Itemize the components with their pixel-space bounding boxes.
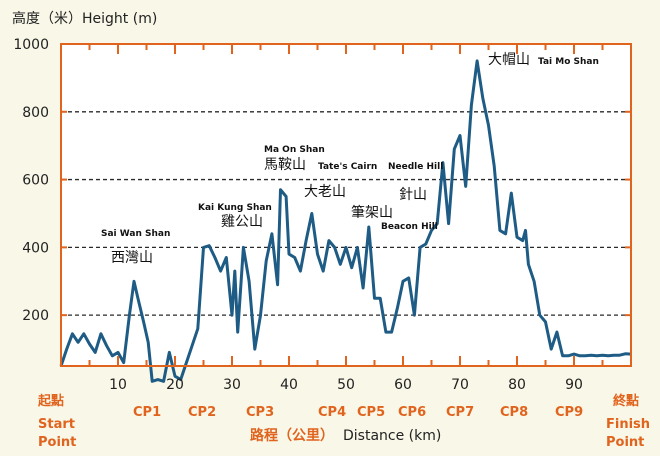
cp6-label: CP6 [398,405,426,420]
cp8-label: CP8 [500,405,528,420]
y-tick-label-800: 800 [22,105,49,121]
peak-kai-kung-shan-en: Kai Kung Shan [198,203,272,213]
cp1-label: CP1 [133,405,161,420]
y-axis-title: 高度（米）Height (m) [12,10,157,27]
x-tick-label-30: 30 [223,377,241,393]
elevation-line [59,59,632,383]
peak-sai-wan-shan-zh: 西灣山 [111,250,153,266]
y-tick-labels: 200 400 600 800 1000 [13,37,49,324]
peak-sai-wan-shan-en: Sai Wan Shan [101,229,170,239]
start-label-zh: 起點 [37,393,64,409]
peak-kai-kung-shan-zh: 雞公山 [221,214,263,230]
x-tick-labels: 10 20 30 40 50 60 70 80 90 [109,377,583,393]
y-tick-label-600: 600 [22,173,49,189]
finish-label-zh: 終點 [613,393,639,409]
y-tick-label-1000: 1000 [13,37,49,53]
peak-tai-mo-shan-zh: 大帽山 [488,52,530,68]
finish-label-en-2: Point [606,435,644,450]
start-label-en-1: Start [38,417,75,432]
peak-ma-on-shan-en: Ma On Shan [264,145,325,155]
cp9-label: CP9 [555,405,583,420]
peak-tai-mo-shan-en: Tai Mo Shan [538,57,599,67]
x-tick-label-80: 80 [508,377,526,393]
plot-area [61,44,631,366]
y-tick-label-400: 400 [22,240,49,256]
cp4-label: CP4 [318,405,346,420]
cp7-label: CP7 [446,405,474,420]
peak-tates-cairn-zh: 大老山 [304,184,346,200]
x-axis-title-zh: 路程（公里） [250,427,334,444]
cp5-label: CP5 [357,405,385,420]
cp3-label: CP3 [246,405,274,420]
x-tick-label-90: 90 [565,377,583,393]
x-tick-label-50: 50 [337,377,355,393]
x-tick-label-20: 20 [166,377,184,393]
x-axis-title-en: Distance (km) [343,428,441,444]
finish-label-en-1: Finish [606,417,650,432]
peak-tates-cairn-en: Tate's Cairn [318,162,377,172]
axes [60,43,632,367]
grid-lines [61,111,631,316]
x-tick-label-10: 10 [109,377,127,393]
peak-beacon-hill-en: Beacon Hill [381,222,438,232]
peak-ma-on-shan-zh: 馬鞍山 [264,157,306,173]
x-tick-label-70: 70 [451,377,469,393]
cp2-label: CP2 [188,405,216,420]
peak-needle-hill-en: Needle Hill [388,162,443,172]
x-tick-label-60: 60 [394,377,412,393]
start-label-en-2: Point [38,435,76,450]
peak-beacon-hill-zh: 筆架山 [351,205,393,221]
x-tick-label-40: 40 [280,377,298,393]
y-tick-label-200: 200 [22,308,49,324]
peak-needle-hill-zh: 針山 [399,187,427,203]
